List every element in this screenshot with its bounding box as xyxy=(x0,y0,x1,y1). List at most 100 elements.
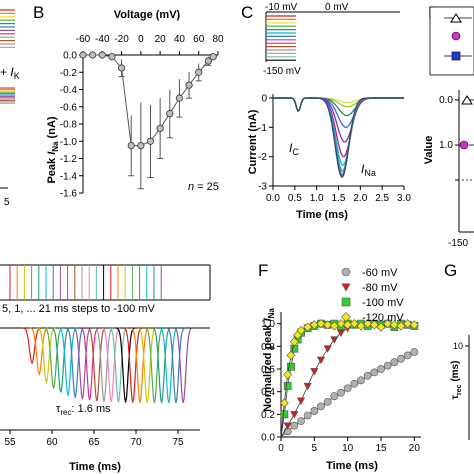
panel-f-y-tick-label: 1.0 xyxy=(261,319,275,330)
panel-c-ylabel: Current (nA) xyxy=(247,109,259,174)
panel-c-ina-label: INa xyxy=(361,162,376,178)
panel-c-y-tick-label: -1 xyxy=(258,123,267,134)
panel-e-trace xyxy=(58,327,78,396)
panel-f-legend-label: -100 mV xyxy=(362,297,404,309)
panel-f-data-point xyxy=(363,319,373,329)
panel-d-ylabel: Value xyxy=(423,136,435,165)
panel-e-trace xyxy=(116,327,135,403)
panel-f-data-point xyxy=(336,329,346,337)
panel-a-sweeps xyxy=(0,9,15,49)
panel-f-data-point xyxy=(310,368,319,376)
panel-b-y-tick-label: 0.0 xyxy=(63,51,77,62)
panel-b-data-point xyxy=(195,68,203,76)
panel-e-trace xyxy=(166,327,186,404)
panel-f-data xyxy=(279,319,419,438)
panel-b-y-tick-label: -1.2 xyxy=(60,154,78,165)
panel-d-y-tick-label: 1.0 xyxy=(439,140,453,151)
panel-f-xlabel: Time (ms) xyxy=(326,460,378,472)
panel-f-data-point xyxy=(323,397,332,406)
panel-f-data-point xyxy=(317,402,325,411)
panel-f-x-tick-label: 10 xyxy=(342,443,354,454)
panel-c-v-test: 0 mV xyxy=(325,2,349,13)
panel-f-data-point xyxy=(297,417,305,426)
panel-c-y-tick-label: 0 xyxy=(261,94,267,105)
panel-b-data-point xyxy=(146,137,155,145)
panel-c-x-tick-label: 1.0 xyxy=(310,193,324,204)
panel-f-data-point xyxy=(337,388,345,397)
panel-c-y-tick-label: -2 xyxy=(258,152,267,163)
panel-f-data-point xyxy=(350,379,359,388)
panel-f-y-tick-label: 0.8 xyxy=(261,342,275,353)
panel-e-trace xyxy=(80,327,99,401)
panel-f-data-point xyxy=(370,368,379,377)
panel-e-trace xyxy=(94,327,114,402)
panel-b-letter: B xyxy=(33,3,44,22)
panel-a-traces xyxy=(0,87,15,104)
panel-b: B Voltage (mV) -60 -40 -20 0 20 40 60 80 0.0 -0.2… xyxy=(33,3,224,200)
panel-b-data-point xyxy=(175,94,184,102)
panel-f-legend-label: -120 mV xyxy=(362,312,404,324)
panel-b-x-tick-label: 80 xyxy=(212,34,224,45)
panel-f-data-point xyxy=(287,362,295,371)
panel-b-x-tick-label: 20 xyxy=(155,34,167,45)
panel-b-data-point xyxy=(117,64,126,72)
panel-g: G 10 τrec (ms) xyxy=(444,261,470,440)
panel-e-trace xyxy=(130,327,150,403)
panel-f-data-point xyxy=(290,411,299,419)
panel-f-data-point xyxy=(280,410,289,419)
panel-b-data-point xyxy=(137,141,145,150)
panel-f-data-point xyxy=(410,348,419,356)
panel-f-x-tick-label: 5 xyxy=(312,443,318,454)
panel-e-x-axis: 55 60 65 70 75 xyxy=(0,429,200,448)
panel-f-data-point xyxy=(377,365,385,373)
panel-f-y-tick-label: 0.6 xyxy=(261,365,275,376)
panel-c-x-tick-label: 0.0 xyxy=(266,193,280,204)
panel-f-data-point xyxy=(349,319,359,329)
panel-d-marker-magenta-dot xyxy=(459,140,469,150)
panel-f-legend-label: -80 mV xyxy=(362,282,398,294)
panel-d-legend-blue-square xyxy=(444,51,472,61)
panel-e-traces xyxy=(0,327,210,404)
panel-c-axes: 0.0 0.5 1.0 1.5 2.0 2.5 3.0 0 -1 -2 -3 xyxy=(258,94,411,205)
panel-g-ylabel: τrec (ms) xyxy=(450,361,463,400)
panel-c-x-tick-label: 2.5 xyxy=(375,193,389,204)
panel-c: C -10 mV 0 mV -150 mV 0.0 0.5 1.0 1.5 2.0 2.5… xyxy=(241,2,411,221)
panel-f-data-point xyxy=(390,358,399,367)
panel-b-data-point xyxy=(156,124,164,132)
panel-b-data-point xyxy=(79,51,87,59)
panel-f-data-point xyxy=(316,319,326,329)
panel-e-trace xyxy=(101,327,121,403)
panel-e-x-tick-label: 65 xyxy=(88,437,100,448)
panel-d-marker-open-triangle xyxy=(461,95,474,105)
panel-f-data-point xyxy=(383,361,392,370)
panel-c-v-base: -150 mV xyxy=(263,66,301,77)
panel-e-trace xyxy=(44,327,63,389)
panel-e-trace xyxy=(22,327,42,365)
panel-f-data-point xyxy=(357,376,365,385)
panel-f-data-point xyxy=(329,321,339,331)
panel-b-n-label: n = 25 xyxy=(188,181,219,193)
panel-c-current-trace xyxy=(273,97,404,179)
panel-f-data-point xyxy=(283,422,292,430)
panel-b-y-tick-label: -0.2 xyxy=(60,68,78,79)
panel-f-y-tick-label: 0.4 xyxy=(261,387,275,398)
panel-f-ylabel: Normalized peak INa xyxy=(262,308,276,412)
panel-b-data-point xyxy=(185,81,193,89)
panel-e-tau-label: τrec: 1.6 ms xyxy=(56,403,111,417)
panel-b-x-tick-label: -60 xyxy=(76,34,91,45)
panel-f-data-point xyxy=(296,397,306,405)
panel-f-data-point xyxy=(289,337,299,347)
panel-f-data-point xyxy=(323,345,332,353)
panel-e-trace xyxy=(66,327,85,398)
panel-f-data-point xyxy=(316,356,326,365)
panel-f-data-point xyxy=(403,351,412,360)
panel-f-legend-marker xyxy=(341,267,351,277)
panel-a-x-tick-label: 5 xyxy=(4,197,10,208)
panel-b-x-tick-label: 40 xyxy=(174,34,186,45)
panel-f-x-tick-label: 20 xyxy=(409,443,421,454)
panel-f-legend-marker xyxy=(341,312,351,322)
panel-e-x-tick-label: 60 xyxy=(46,437,58,448)
panel-f-data-point xyxy=(389,320,399,330)
panel-f-data-point xyxy=(323,320,333,330)
panel-b-data-point xyxy=(98,51,106,59)
